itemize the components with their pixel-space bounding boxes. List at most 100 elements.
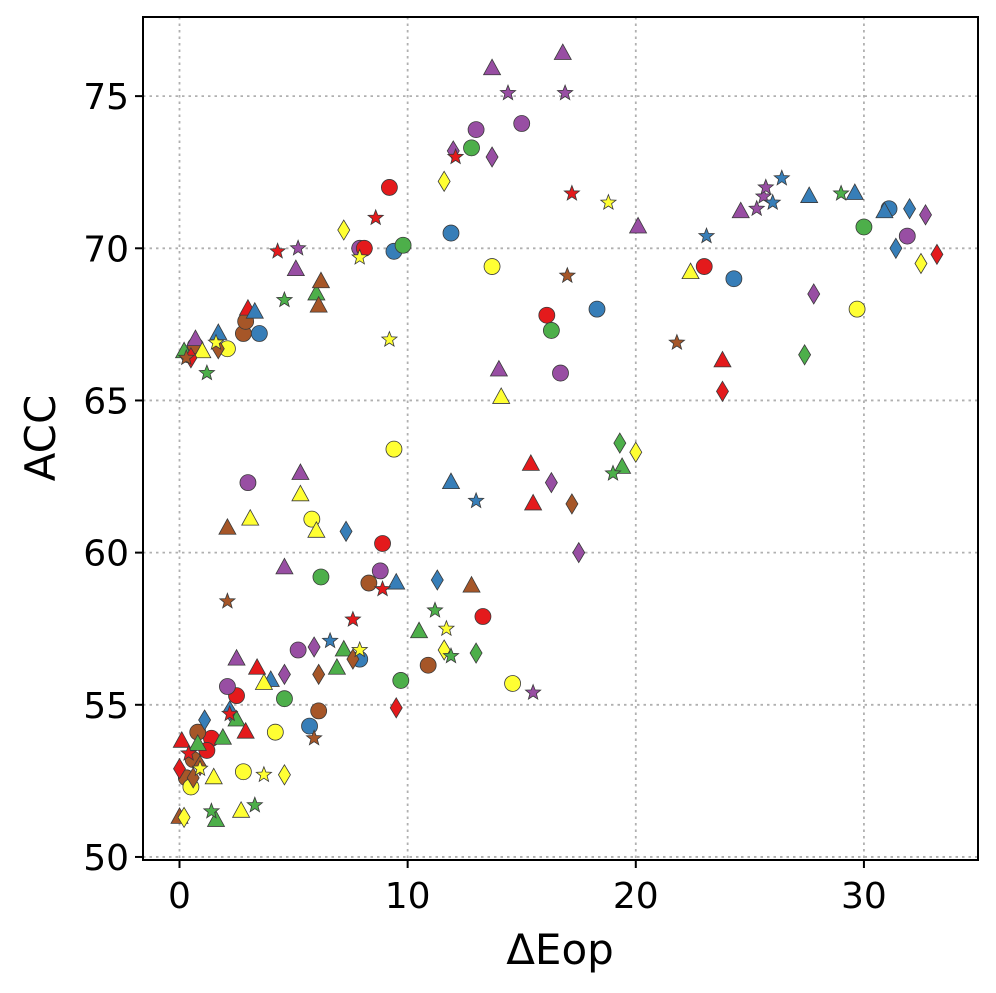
y-tick-label: 55 — [83, 686, 129, 727]
green-circle-point — [855, 218, 873, 236]
purple-circle-point — [552, 364, 569, 382]
green-star-point — [442, 646, 460, 664]
y-tick-label: 60 — [83, 534, 129, 575]
blue-circle-point — [250, 325, 268, 342]
green-diamond-point — [798, 344, 812, 366]
purple-circle-point — [219, 678, 236, 695]
green-circle-point — [542, 322, 560, 339]
yellow-triangle-point — [193, 341, 212, 359]
green-triangle-point — [188, 734, 207, 751]
yellow-circle-point — [483, 258, 501, 275]
yellow-diamond-point — [629, 441, 643, 463]
axes-frame — [142, 16, 979, 861]
yellow-star-point — [599, 193, 618, 211]
green-triangle-point — [612, 457, 632, 474]
blue-diamond-point — [903, 197, 917, 220]
purple-diamond-point — [277, 663, 291, 686]
red-triangle-point — [523, 493, 543, 511]
blue-circle-point — [301, 717, 318, 735]
yellow-star-point — [351, 248, 369, 265]
green-star-point — [198, 363, 216, 381]
blue-triangle-point — [875, 201, 894, 219]
purple-triangle-point — [227, 648, 246, 666]
red-diamond-point — [389, 697, 403, 719]
green-triangle-point — [213, 727, 233, 745]
yellow-star-point — [191, 759, 209, 777]
purple-star-point — [524, 683, 542, 701]
purple-diamond-point — [572, 541, 586, 564]
yellow-star-point — [351, 640, 369, 658]
red-diamond-point — [716, 380, 729, 403]
blue-diamond-point — [198, 709, 212, 731]
grid-lines — [143, 17, 978, 860]
red-star-point — [446, 147, 465, 165]
axis-ticks: 0 10 20 30 50 55 60 65 70 75 — [83, 77, 887, 917]
yellow-triangle-point — [681, 262, 700, 280]
blue-circle-point — [588, 300, 606, 318]
brown-diamond-point — [312, 663, 326, 686]
red-diamond-point — [930, 243, 944, 266]
purple-triangle-point — [275, 557, 294, 575]
x-tick-label: 10 — [385, 876, 431, 917]
yellow-star-point — [207, 333, 225, 351]
yellow-circle-point — [266, 723, 284, 741]
blue-star-point — [697, 226, 716, 244]
purple-diamond-point — [307, 636, 321, 658]
green-diamond-point — [469, 642, 483, 664]
blue-triangle-point — [799, 186, 819, 203]
purple-circle-point — [898, 227, 916, 245]
red-circle-point — [380, 179, 398, 196]
yellow-triangle-point — [291, 484, 310, 502]
red-star-point — [367, 208, 385, 226]
red-triangle-point — [713, 350, 732, 368]
brown-triangle-point — [309, 295, 328, 313]
y-tick-label: 50 — [83, 838, 129, 879]
green-star-point — [246, 796, 264, 813]
purple-star-point — [499, 83, 517, 101]
yellow-star-point — [437, 619, 456, 637]
brown-triangle-point — [218, 517, 237, 535]
purple-circle-point — [239, 474, 257, 492]
green-diamond-point — [613, 432, 627, 454]
purple-triangle-point — [286, 259, 306, 276]
purple-triangle-point — [731, 201, 750, 219]
blue-star-point — [773, 169, 791, 186]
yellow-circle-point — [234, 763, 252, 781]
yellow-circle-point — [848, 300, 866, 318]
purple-circle-point — [289, 641, 307, 659]
green-star-point — [275, 290, 294, 308]
purple-circle-point — [513, 115, 531, 132]
purple-triangle-point — [553, 43, 572, 60]
blue-circle-point — [725, 270, 743, 288]
yellow-circle-point — [504, 675, 521, 692]
green-circle-point — [394, 236, 412, 254]
brown-star-point — [177, 348, 196, 366]
blue-triangle-point — [845, 183, 864, 200]
purple-diamond-point — [544, 471, 558, 494]
purple-diamond-point — [919, 204, 932, 226]
red-star-point — [179, 744, 198, 761]
purple-diamond-point — [807, 283, 821, 305]
purple-circle-point — [467, 121, 485, 139]
blue-triangle-point — [441, 472, 461, 490]
blue-diamond-point — [889, 237, 903, 260]
brown-triangle-point — [462, 575, 481, 593]
brown-circle-point — [419, 656, 437, 674]
yellow-star-point — [380, 330, 399, 348]
red-circle-point — [374, 535, 391, 552]
purple-star-point — [748, 199, 766, 217]
red-triangle-point — [521, 454, 541, 471]
yellow-triangle-point — [492, 387, 511, 404]
green-circle-point — [276, 690, 293, 708]
brown-star-point — [668, 333, 686, 351]
green-circle-point — [392, 672, 410, 689]
data-points — [170, 43, 944, 829]
purple-star-point — [757, 178, 775, 195]
blue-circle-point — [442, 224, 460, 242]
yellow-star-point — [255, 765, 273, 783]
yellow-diamond-point — [337, 219, 351, 241]
red-diamond-point — [173, 757, 186, 780]
green-triangle-point — [206, 810, 226, 827]
y-tick-label: 70 — [83, 229, 129, 270]
